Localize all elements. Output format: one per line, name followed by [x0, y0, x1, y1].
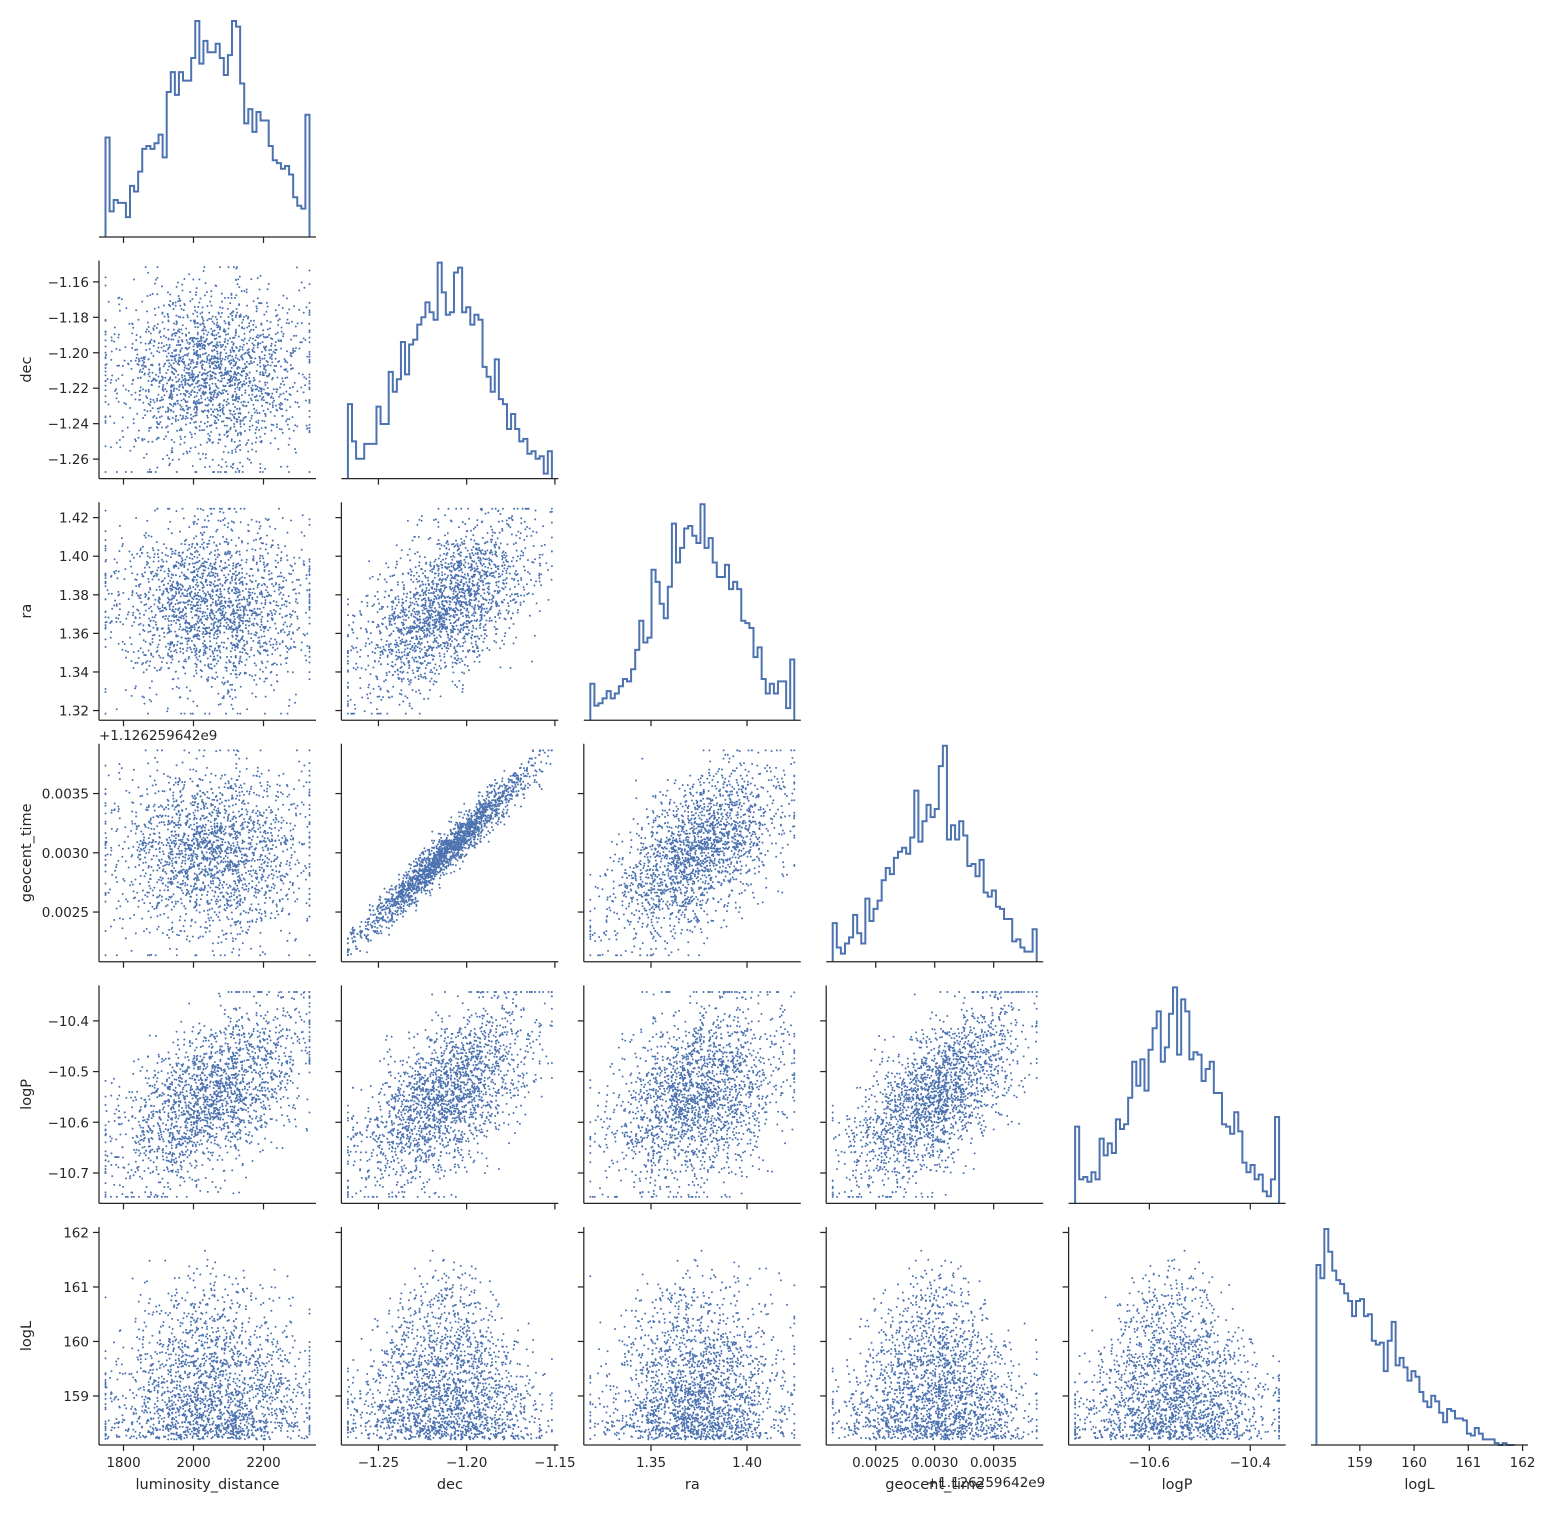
histogram-logP [1074, 986, 1281, 1204]
y-tick-label: −1.22 [48, 381, 89, 397]
x-axis-label-dec: dec [437, 1477, 463, 1493]
y-tick-label: 1.40 [59, 549, 89, 565]
x-tick-label: −10.6 [1129, 1455, 1170, 1471]
panel-luminosity_distance-luminosity_distance [99, 20, 316, 243]
x-offset-label: +1.126259642e9 [927, 1475, 1045, 1491]
panel-dec-logL: −1.25 −1.20 −1.15 [335, 1227, 576, 1471]
panel-geocent_time-logP [820, 985, 1044, 1210]
x-axis-label-logP: logP [1162, 1477, 1193, 1493]
y-tick-label: 161 [63, 1280, 89, 1296]
y-offset-label: +1.126259642e9 [99, 728, 217, 744]
x-tick-label: 0.0035 [970, 1455, 1017, 1471]
histogram-geocent_time [831, 744, 1038, 962]
panel-ra-logP [577, 985, 801, 1210]
x-axis-label-luminosity_distance: luminosity_distance [136, 1477, 280, 1493]
y-tick-label: 1.36 [59, 626, 89, 642]
y-tick-label: −1.26 [48, 452, 89, 468]
histogram-ra [589, 503, 796, 721]
y-tick-label: 0.0025 [42, 905, 89, 921]
scatter-points-luminosity_distance-dec [104, 266, 311, 474]
scatter-points-geocent_time-logP [831, 990, 1038, 1198]
scatter-points-luminosity_distance-geocent_time [104, 749, 311, 957]
histogram-dec [346, 261, 553, 479]
scatter-points-luminosity_distance-logP [104, 990, 311, 1198]
scatter-points-dec-geocent_time [346, 749, 553, 957]
y-tick-label: 0.0030 [42, 846, 89, 862]
scatter-points-geocent_time-logL [831, 1249, 1038, 1441]
x-tick-label: −1.20 [446, 1455, 487, 1471]
y-axis-label-geocent_time: geocent_time [19, 803, 35, 902]
x-tick-label: 2000 [176, 1455, 210, 1471]
y-tick-label: 1.42 [59, 511, 89, 527]
panel-dec-ra [335, 502, 559, 727]
y-tick-label: −1.24 [48, 417, 89, 433]
panel-dec-geocent_time [335, 743, 559, 968]
scatter-points-logP-logL [1074, 1249, 1281, 1441]
scatter-points-dec-logP [346, 990, 553, 1198]
histogram-logL [1315, 1228, 1515, 1446]
y-tick-label: 0.0035 [42, 787, 89, 803]
scatter-points-dec-ra [346, 507, 553, 715]
x-tick-label: 2200 [246, 1455, 280, 1471]
y-axis-label-dec: dec [19, 357, 35, 383]
y-tick-label: −10.5 [48, 1065, 89, 1081]
panel-dec-dec [341, 261, 559, 485]
panel-logP-logP [1068, 986, 1286, 1210]
x-tick-label: −1.15 [534, 1455, 575, 1471]
y-tick-label: 1.38 [59, 588, 89, 604]
panel-luminosity_distance-logP: −10.4 −10.5 −10.6 −10.7 [48, 985, 316, 1210]
y-tick-label: 159 [63, 1389, 89, 1405]
x-tick-label: 1.40 [732, 1455, 762, 1471]
x-tick-label: 1800 [106, 1455, 140, 1471]
y-axis-label-ra: ra [19, 604, 35, 619]
panel-geocent_time-logL: 0.0025 0.0030 0.0035 [820, 1227, 1044, 1471]
panel-ra-ra [583, 503, 801, 727]
y-tick-label: 160 [63, 1334, 89, 1350]
panel-luminosity_distance-logL: 1800 2000 2200 162 161 160 159 [63, 1225, 316, 1471]
y-tick-label: 162 [63, 1225, 89, 1241]
panel-luminosity_distance-ra: 1.42 1.40 1.38 1.36 1.34 1.32 [59, 502, 316, 727]
scatter-points-ra-logL [589, 1249, 796, 1441]
y-tick-label: −10.4 [48, 1014, 89, 1030]
y-tick-label: −1.20 [48, 346, 89, 362]
x-tick-label: 160 [1401, 1455, 1427, 1471]
x-axis-label-logL: logL [1404, 1477, 1434, 1493]
panel-luminosity_distance-dec: −1.16 −1.18 −1.20 −1.22 −1.24 −1.26 [48, 260, 316, 485]
x-axis-label-geocent_time: geocent_time [885, 1477, 984, 1493]
histogram-luminosity_distance [104, 20, 311, 237]
x-tick-label: 0.0025 [852, 1455, 899, 1471]
x-axis-label-ra: ra [685, 1477, 700, 1493]
y-axis-label-logL: logL [19, 1321, 35, 1351]
y-tick-label: 1.34 [59, 665, 89, 681]
panel-luminosity_distance-geocent_time: 0.0035 0.0030 0.0025 [42, 743, 316, 968]
panel-logL-logL: 159 160 161 162 [1311, 1228, 1536, 1471]
x-tick-label: 162 [1510, 1455, 1536, 1471]
scatter-points-dec-logL [346, 1249, 553, 1441]
y-tick-label: −1.16 [48, 275, 89, 291]
panel-dec-logP [335, 985, 559, 1210]
panel-ra-logL: 1.35 1.40 [577, 1227, 801, 1471]
x-tick-label: 0.0030 [911, 1455, 958, 1471]
y-tick-label: −10.7 [48, 1166, 89, 1182]
x-tick-label: −10.4 [1230, 1455, 1271, 1471]
y-tick-label: −10.6 [48, 1115, 89, 1131]
panel-logP-logL: −10.6 −10.4 [1062, 1227, 1286, 1471]
scatter-points-ra-geocent_time [589, 749, 796, 957]
x-tick-label: 161 [1455, 1455, 1481, 1471]
x-tick-label: 1.35 [636, 1455, 666, 1471]
y-axis-label-logP: logP [19, 1079, 35, 1110]
y-tick-label: 1.32 [59, 704, 89, 720]
panel-ra-geocent_time [577, 743, 801, 968]
scatter-points-luminosity_distance-logL [104, 1249, 311, 1441]
panel-geocent_time-geocent_time [826, 744, 1044, 968]
x-tick-label: 159 [1347, 1455, 1373, 1471]
scatter-points-luminosity_distance-ra [104, 507, 311, 715]
y-tick-label: −1.18 [48, 310, 89, 326]
scatter-points-ra-logP [589, 990, 796, 1198]
x-tick-label: −1.25 [358, 1455, 399, 1471]
